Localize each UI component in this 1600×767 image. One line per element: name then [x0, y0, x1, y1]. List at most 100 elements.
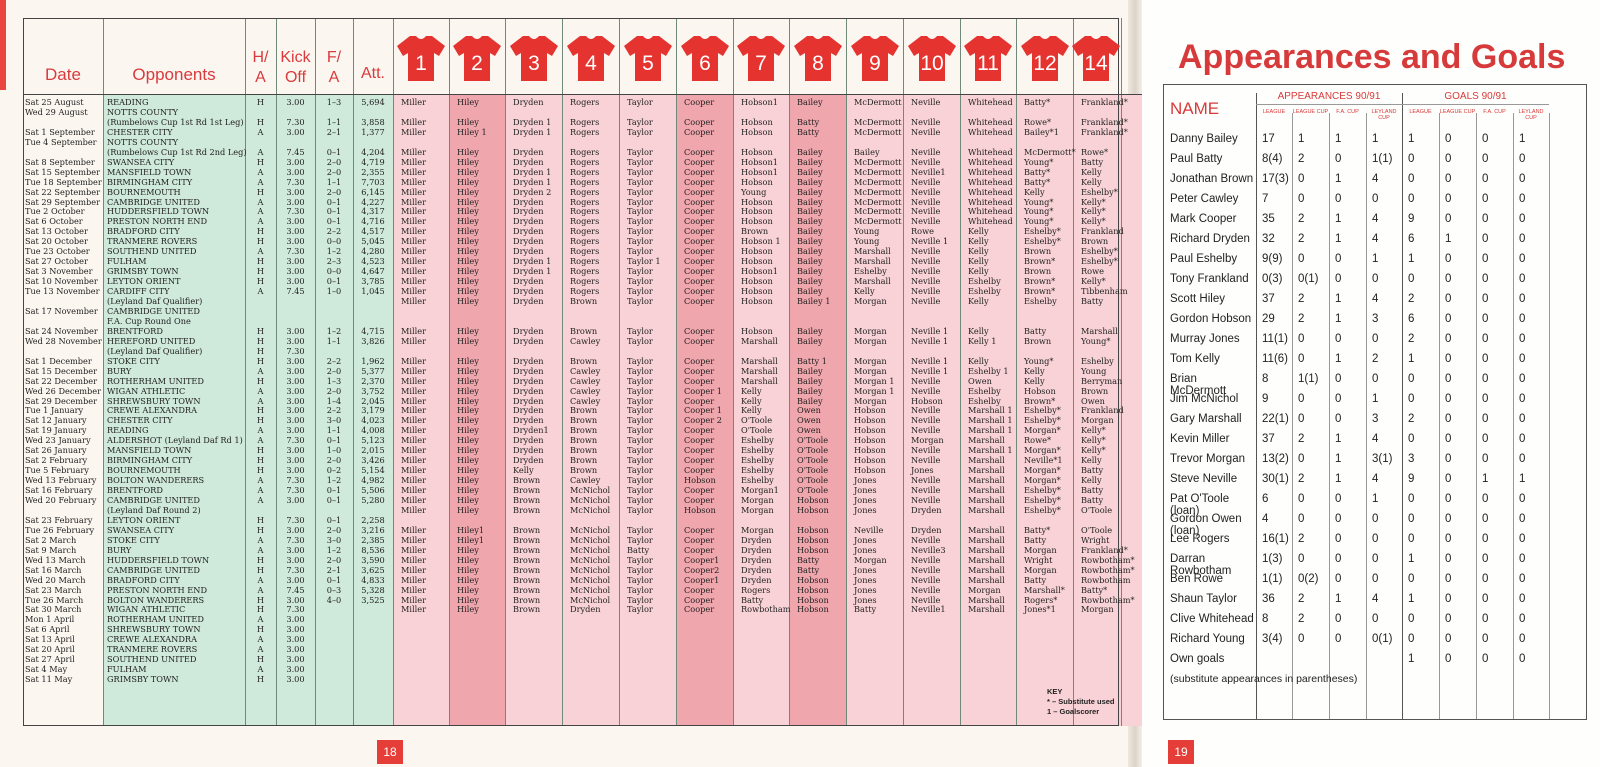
fixture-score: 1–2: [326, 544, 342, 555]
fixture-player: Miller: [401, 405, 426, 416]
fixture-score: 2–2: [326, 355, 342, 366]
fixture-player: Neville: [911, 216, 941, 227]
stat-value: 0: [1519, 193, 1526, 205]
fixture-score: 0–1: [326, 514, 342, 525]
column-divider: [789, 18, 790, 726]
fixture-player: Dryden: [741, 554, 772, 565]
fixture-player: Eshelby: [968, 276, 1001, 287]
stat-value: 2: [1298, 153, 1305, 165]
fixture-kickoff: 3.00: [286, 97, 305, 107]
fixture-player: Taylor: [627, 186, 653, 197]
fixture-player: Whitehead: [968, 216, 1013, 227]
fixture-venue: H: [256, 97, 265, 107]
player-name: Steve Neville: [1170, 473, 1238, 485]
fixture-player: Cooper: [684, 355, 715, 366]
fixture-player: Jones: [854, 534, 877, 545]
fixture-player: Cooper: [684, 335, 715, 346]
fixture-player: Rogers: [570, 126, 600, 137]
fixture-player: Cawley: [570, 335, 601, 346]
fixture-score: 1–2: [326, 475, 342, 486]
stat-value: 0: [1335, 253, 1342, 265]
stat-value: 0: [1482, 193, 1489, 205]
fixture-player: Hobson1: [741, 266, 778, 277]
fixture-player: Brown: [513, 475, 541, 486]
fixture-player: Rogers: [570, 256, 600, 267]
fixture-player: Batty: [627, 544, 650, 555]
stat-value: 0: [1482, 513, 1489, 525]
fixture-player: Hobson1: [741, 156, 778, 167]
stat-value: 1: [1335, 173, 1342, 185]
fixture-venue: A: [257, 365, 264, 376]
stat-value: 1: [1335, 453, 1342, 465]
fixture-player: Eshelby: [968, 395, 1001, 406]
fixture-venue: H: [256, 345, 265, 356]
fixture-player: Neville: [911, 116, 941, 127]
page-number-left: 18: [377, 740, 403, 764]
fixture-player: Morgan: [854, 325, 887, 336]
shirt-number: 8: [812, 52, 824, 75]
fixture-player: Neville 1: [911, 335, 949, 346]
fixture-player: Miller: [401, 176, 426, 187]
fixture-date: Sat 23 March: [25, 584, 82, 595]
fixture-player: Brown: [513, 604, 541, 615]
fixture-player: Hobson: [854, 405, 886, 416]
stat-value: 2: [1298, 233, 1305, 245]
fixture-venue: H: [256, 266, 265, 277]
stat-value: 0: [1482, 553, 1489, 565]
fixture-date: Mon 1 April: [25, 614, 75, 625]
header-fa: F/ A: [326, 49, 342, 86]
fixture-kickoff: 3.00: [286, 544, 305, 555]
fixture-player: Hiley: [457, 425, 479, 436]
fixture-kickoff: 3.00: [286, 166, 305, 177]
player-name: Tony Frankland: [1170, 273, 1249, 285]
fixture-venue: H: [256, 445, 265, 456]
fixture-player: Batty: [1024, 574, 1047, 585]
fixture-player: Kelly: [854, 286, 875, 297]
fixture-player: Miller: [401, 325, 426, 336]
fixture-opponent: BURY: [107, 544, 132, 555]
fixture-player: Neville 1: [911, 355, 949, 366]
column-divider: [846, 18, 847, 726]
fixture-attendance: 3,590: [361, 554, 385, 565]
fixture-player: Brown: [1081, 236, 1109, 247]
fixture-player: Hiley: [457, 405, 479, 416]
fixture-date: Tue 18 September: [25, 176, 102, 187]
fixture-kickoff: 3.00: [286, 335, 305, 346]
shirt-number: 4: [585, 52, 597, 75]
fixture-player: Hobson: [797, 495, 829, 505]
fixture-kickoff: 3.00: [286, 664, 305, 675]
stat-value: 2: [1298, 313, 1305, 325]
fixture-player: Owen: [968, 375, 992, 386]
fixture-venue: H: [256, 325, 265, 336]
fixture-venue: A: [257, 435, 264, 446]
fixture-score: 2–0: [326, 455, 342, 466]
fixture-player: Hiley: [457, 116, 479, 127]
fixture-player: Hobson 1: [741, 236, 781, 247]
stat-value: 0: [1445, 213, 1452, 225]
fixture-player: Morgan: [854, 355, 887, 366]
appearances-table: NAME APPEARANCES 90/91 GOALS 90/91 LEAGUE LE…: [1163, 84, 1587, 720]
fixture-player: Marshall: [854, 256, 891, 267]
stat-value: 0: [1298, 173, 1305, 185]
fixture-date: Wed 29 August: [25, 106, 88, 117]
shirt-number: 7: [755, 52, 767, 75]
fixture-player: O'Toole: [797, 455, 829, 466]
stat-value: 0: [1335, 573, 1342, 585]
header-att: Att.: [360, 65, 385, 82]
stat-value: 1: [1335, 593, 1342, 605]
stat-value: 0: [1408, 273, 1415, 285]
header-rule: [23, 94, 1142, 95]
stat-value: 16(1): [1262, 533, 1289, 545]
fixture-player: Whitehead: [968, 196, 1013, 207]
fixture-venue: H: [256, 375, 265, 386]
fixture-player: McDermott: [854, 216, 902, 227]
fixture-kickoff: 7.45: [286, 146, 305, 157]
fixture-venue: H: [256, 514, 265, 525]
stat-value: 0: [1298, 633, 1305, 645]
fixture-player: Rogers: [741, 584, 771, 595]
stat-value: 0: [1298, 453, 1305, 465]
fixture-date: Tue 26 March: [25, 594, 84, 605]
stat-value: 36: [1262, 593, 1275, 605]
fixture-date: Sat 22 September: [25, 186, 100, 197]
stat-value: 1: [1335, 433, 1342, 445]
